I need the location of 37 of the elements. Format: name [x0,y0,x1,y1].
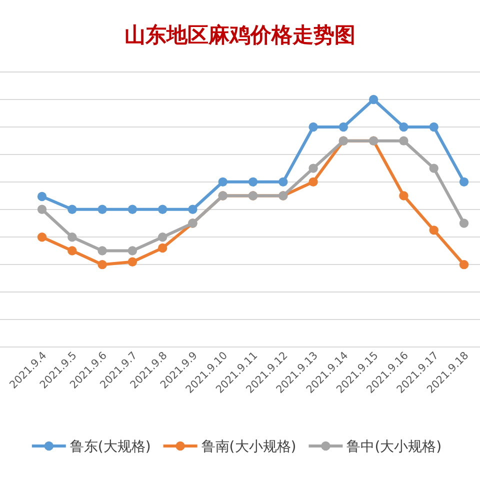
point [98,204,107,214]
point [158,232,168,242]
point [368,94,378,104]
point [68,204,77,214]
point [98,246,107,256]
point [278,177,288,187]
point [248,177,258,187]
point [68,232,77,242]
chart-title: 山东地区麻鸡价格走势图 [124,22,356,47]
point [128,246,138,256]
point [68,246,77,256]
legend-label: 鲁东(大规格) [70,439,151,455]
point [399,191,408,200]
point [98,260,107,270]
point [37,204,47,214]
point [308,177,318,187]
point [459,260,469,270]
point [218,177,228,187]
point [158,243,168,253]
point [459,218,469,228]
point [188,204,198,214]
point [308,122,318,132]
point [37,192,47,202]
legend-label: 鲁中(大小规格) [346,439,442,455]
point [128,204,138,214]
point [338,122,348,132]
point [399,122,408,132]
point [158,204,168,214]
point [399,136,408,146]
point [308,164,318,173]
legend-label: 鲁南(大小规格) [201,439,296,455]
point [459,177,469,187]
point [429,164,438,173]
point [37,232,47,242]
point [128,257,138,266]
point [429,226,438,235]
point [429,122,438,132]
